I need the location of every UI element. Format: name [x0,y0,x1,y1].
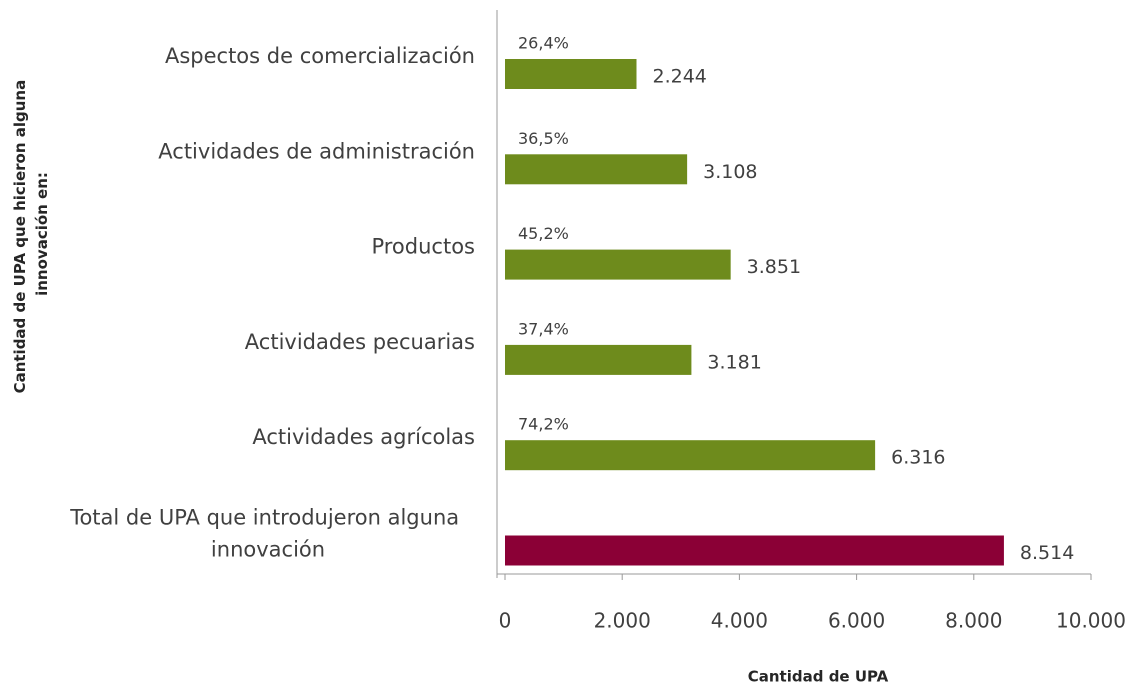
x-tick-label: 8.000 [945,609,1002,633]
percent-label: 45,2% [518,224,569,243]
percent-label: 36,5% [518,129,569,148]
value-label: 3.851 [747,256,801,278]
value-label: 2.244 [652,66,706,88]
y-tick-label: Actividades de administración [158,139,475,163]
value-label: 6.316 [891,447,945,469]
y-tick-label: Productos [371,235,475,259]
y-axis-title: Cantidad de UPA que hicieron alguna inno… [11,75,51,394]
y-tick-label: Total de UPA que introdujeron alguna inn… [69,506,466,562]
value-label: 3.181 [707,351,761,373]
y-tick-label: Aspectos de comercialización [165,44,475,68]
value-label: 8.514 [1020,542,1074,564]
x-tick-label: 2.000 [594,609,651,633]
bar [505,154,688,185]
x-tick-label: 10.000 [1056,609,1126,633]
percent-label: 26,4% [518,34,569,53]
value-label: 3.108 [703,161,757,183]
percent-label: 37,4% [518,319,569,338]
bar [505,249,731,280]
bar [505,535,1004,566]
bar [505,440,876,471]
percent-label: 74,2% [518,415,569,434]
x-tick-label: 0 [499,609,512,633]
x-tick-label: 6.000 [828,609,885,633]
x-axis-title: Cantidad de UPA [748,668,889,685]
bar [505,344,692,375]
y-tick-label: Actividades pecuarias [245,330,475,354]
x-tick-label: 4.000 [711,609,768,633]
y-tick-label: Actividades agrícolas [252,425,475,449]
bar [505,59,637,89]
